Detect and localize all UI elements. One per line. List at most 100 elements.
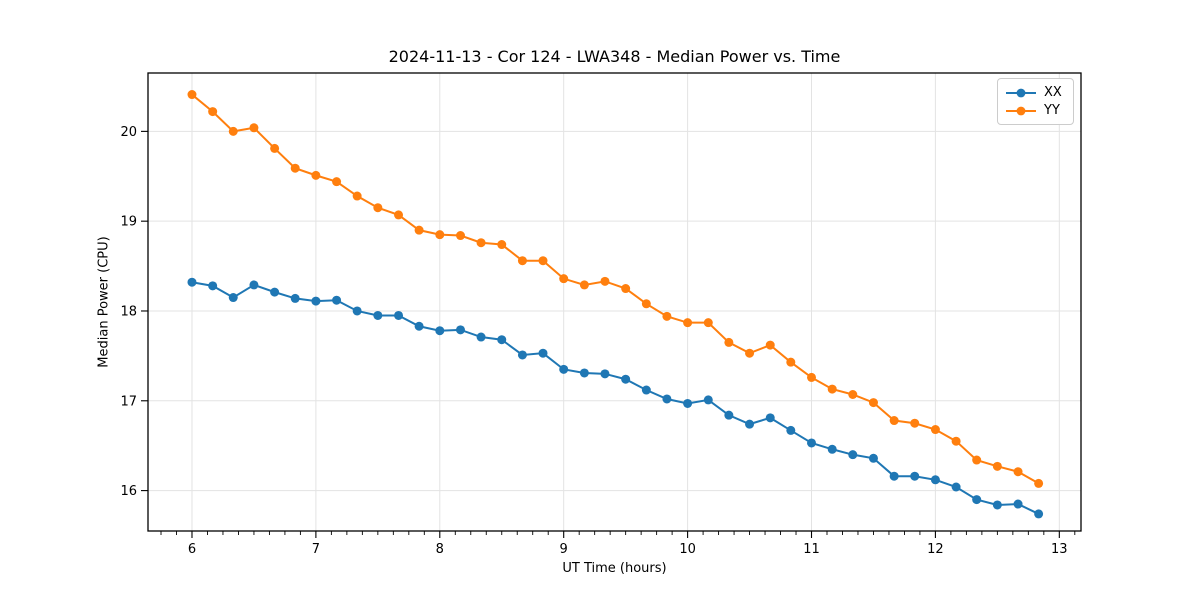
series-xx-marker xyxy=(951,482,961,492)
series-xx-marker xyxy=(228,293,238,303)
series-yy-marker xyxy=(517,256,527,266)
x-tick-label: 8 xyxy=(436,542,444,557)
series-yy-marker xyxy=(910,418,920,428)
y-tick-label: 19 xyxy=(120,215,137,230)
series-yy-marker xyxy=(827,384,837,394)
series-xx-marker xyxy=(559,364,569,374)
series-xx-marker xyxy=(497,335,507,345)
series-xx-marker xyxy=(208,281,218,291)
x-tick-label: 10 xyxy=(679,542,696,557)
series-yy-marker xyxy=(394,210,404,220)
series-xx-marker xyxy=(1034,509,1044,519)
series-yy-marker xyxy=(208,107,218,117)
series-yy-marker xyxy=(352,191,362,201)
series-yy-marker xyxy=(332,177,342,187)
series-yy-marker xyxy=(868,398,878,408)
series-xx-marker xyxy=(765,413,775,423)
series-xx-marker xyxy=(290,293,300,303)
series-xx-marker xyxy=(910,471,920,481)
series-xx-marker xyxy=(703,395,713,405)
legend-label-yy: YY xyxy=(1044,102,1060,118)
series-xx-marker xyxy=(414,321,424,331)
series-xx-marker xyxy=(807,438,817,448)
series-yy-marker xyxy=(290,163,300,173)
legend-item-xx: XX xyxy=(1005,85,1066,101)
series-yy-marker xyxy=(889,416,899,426)
series-yy-marker xyxy=(807,372,817,382)
series-yy-marker xyxy=(600,276,610,286)
axes-frame xyxy=(147,72,1082,532)
series-yy-marker xyxy=(930,425,940,435)
series-yy-marker xyxy=(641,299,651,309)
series-yy-marker xyxy=(662,311,672,321)
series-xx-marker xyxy=(332,295,342,305)
series-xx-marker xyxy=(641,385,651,395)
legend-line-marker-yy-icon xyxy=(1006,106,1036,115)
series-yy-marker xyxy=(848,389,858,399)
series-yy-marker xyxy=(270,143,280,153)
series-xx-marker xyxy=(311,296,321,306)
series-xx-marker xyxy=(352,306,362,316)
series-xx-marker xyxy=(972,495,982,505)
series-yy-marker xyxy=(455,231,465,241)
series-xx-marker xyxy=(1013,499,1023,509)
series-yy-marker xyxy=(187,90,197,100)
series-yy-marker xyxy=(497,240,507,250)
series-xx-marker xyxy=(827,444,837,454)
y-tick-label: 17 xyxy=(120,394,137,409)
legend-line-marker-xx-icon xyxy=(1006,88,1036,97)
series-yy-marker xyxy=(228,126,238,136)
series-yy-marker xyxy=(724,337,734,347)
series-xx-marker xyxy=(992,500,1002,510)
series-yy-marker xyxy=(621,284,631,294)
series-xx-marker xyxy=(394,310,404,320)
y-tick-label: 20 xyxy=(120,125,137,140)
series-xx-marker xyxy=(187,277,197,287)
series-yy-marker xyxy=(249,123,259,133)
chart-title: 2024-11-13 - Cor 124 - LWA348 - Median P… xyxy=(388,47,841,66)
series-yy-marker xyxy=(765,340,775,350)
series-xx-marker xyxy=(270,287,280,297)
series-yy-marker xyxy=(951,436,961,446)
series-yy-marker xyxy=(414,225,424,235)
series-yy-marker xyxy=(745,348,755,358)
y-tick-label: 18 xyxy=(120,304,137,319)
series-yy-marker xyxy=(476,238,486,248)
series-xx-marker xyxy=(724,410,734,420)
series-xx-marker xyxy=(868,453,878,463)
series-yy-marker xyxy=(311,170,321,180)
series-yy-marker xyxy=(703,318,713,328)
series-xx-marker xyxy=(889,471,899,481)
x-tick-label: 11 xyxy=(803,542,820,557)
series-yy-marker xyxy=(538,256,548,266)
x-tick-label: 9 xyxy=(560,542,568,557)
series-yy-marker xyxy=(1013,467,1023,477)
series-xx-marker xyxy=(930,475,940,485)
series-yy-marker xyxy=(786,357,796,367)
x-axis-label: UT Time (hours) xyxy=(562,561,667,576)
series-xx-marker xyxy=(848,450,858,460)
y-axis-label: Median Power (CPU) xyxy=(96,236,112,368)
series-yy-marker xyxy=(559,274,569,284)
series-xx-marker xyxy=(579,368,589,378)
series-xx-marker xyxy=(435,326,445,336)
legend-item-yy: YY xyxy=(1005,103,1066,119)
legend-label-xx: XX xyxy=(1044,84,1062,100)
x-tick-label: 6 xyxy=(188,542,196,557)
series-xx-marker xyxy=(683,398,693,408)
series-xx-marker xyxy=(621,374,631,384)
series-xx-marker xyxy=(517,350,527,360)
series-xx-marker xyxy=(538,348,548,358)
series-yy-marker xyxy=(435,230,445,240)
series-yy-marker xyxy=(1034,478,1044,488)
x-tick-label: 7 xyxy=(312,542,320,557)
series-yy-marker xyxy=(992,461,1002,471)
series-xx-marker xyxy=(455,325,465,335)
series-xx-marker xyxy=(662,394,672,404)
series-xx-marker xyxy=(600,369,610,379)
series-xx-marker xyxy=(745,419,755,429)
series-xx-marker xyxy=(476,332,486,342)
x-tick-label: 12 xyxy=(927,542,944,557)
